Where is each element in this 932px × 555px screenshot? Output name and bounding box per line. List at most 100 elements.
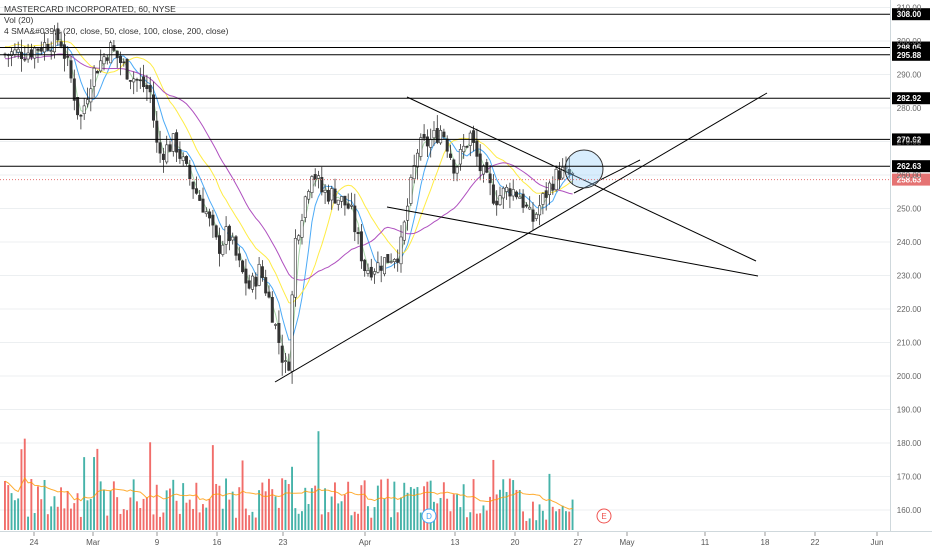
candle-body [29,49,33,58]
volume-bar [20,449,23,530]
candle-body [241,260,245,273]
candle-body [10,51,14,56]
candle-body [528,206,532,210]
volume-bar [353,511,356,530]
volume-bar [23,438,26,530]
candle-body [346,203,350,209]
volume-bar [241,460,244,530]
candle-body [254,276,258,287]
candle-body [270,296,274,323]
volume-bar [314,485,317,530]
candle-body [267,291,271,298]
candle-body [442,131,446,138]
volume-bar [178,513,181,530]
volume-bar [4,481,6,530]
candle-body [89,88,93,103]
volume-bar [165,490,168,530]
candle-body [221,244,225,255]
candle-body [138,79,142,82]
volume-bar [7,485,10,530]
candle-body [343,195,347,206]
candle-body [316,175,320,179]
candle-body [485,162,489,173]
volume-bar [449,511,452,530]
candle-body [406,205,410,221]
price-level-tag-bg [892,133,930,146]
price-level-tag-label: 270.62 [897,135,922,144]
volume-bar [347,481,350,530]
volume-bar [466,517,468,530]
candle-body [396,258,400,263]
price-level-tag-bg [892,48,930,61]
x-tick-label: 24 [30,538,39,547]
candle-body [554,168,558,191]
candle-body [234,236,238,256]
candle-body [171,133,175,152]
price-level-tag: 282.92 [892,92,930,105]
candle-body [208,211,212,219]
volume-bar [70,508,72,530]
volume-bar [238,487,241,530]
volume-ma-line [4,476,573,510]
candle-body [214,225,218,238]
candle-body [49,50,53,52]
event-marker-circle [596,508,612,524]
volume-bar [271,489,274,530]
volume-bar [538,504,541,530]
candle-body [300,220,304,238]
price-level-tag-label: 308.00 [897,10,922,19]
legend-symbol[interactable]: MASTERCARD INCORPORATED, 60, NYSE [4,4,176,14]
volume-bar [287,484,290,530]
volume-bar [254,517,257,530]
y-tick-label: 300.00 [897,37,922,46]
candle-body [188,164,192,180]
candle-body [260,266,264,278]
volume-bar [324,488,326,530]
volume-bar [175,500,178,530]
sma-line [4,38,573,365]
candle-body [33,47,37,59]
volume-bar [185,502,188,530]
candle-body [152,94,156,121]
volume-bar [442,482,445,530]
volume-bar [248,515,251,530]
candle-body [155,120,159,143]
volume-bar [485,510,488,530]
trendline [386,206,759,277]
y-tick-label: 260.00 [897,171,922,180]
volume-bar [297,513,300,530]
legend-sma[interactable]: 4 SMA&#039;s (20, close, 50, close, 100,… [4,26,229,36]
volume-bar [284,479,287,530]
candle-body [23,58,27,61]
candle-body [290,294,294,372]
candle-body [251,275,255,290]
candle-body [366,270,370,274]
volume-bar [218,485,221,530]
volume-bar [195,482,198,530]
candle-body [280,345,284,363]
volume-bar [373,507,376,530]
volume-bar [551,506,554,530]
volume-bar [66,490,69,530]
volume-bar [112,481,115,530]
candle-body [323,189,327,193]
candle-body [283,360,287,362]
candle-body [105,57,109,61]
candle-body [376,262,380,273]
volume-bar [56,506,59,530]
volume-bar [393,481,396,530]
volume-bar [30,479,33,530]
volume-bar [512,480,515,530]
candle-body [264,277,268,294]
legend-volume[interactable]: Vol (20) [4,15,34,25]
price-level-tag-bg [892,160,930,173]
volume-bar [376,485,379,530]
candle-body [557,170,561,180]
candle-body [326,189,330,202]
candle-body [514,191,518,198]
volume-bar [492,459,495,530]
candle-body [128,80,132,82]
volume-bar [215,483,218,530]
volume-bar [304,487,307,530]
